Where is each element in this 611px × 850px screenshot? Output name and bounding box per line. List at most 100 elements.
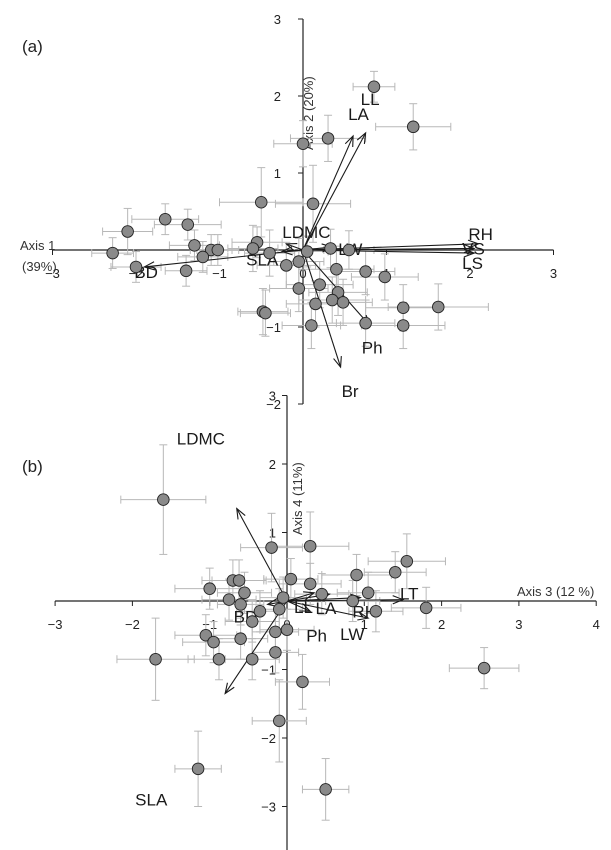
vector-label: LL (361, 90, 380, 109)
data-point (296, 137, 310, 150)
data-point (196, 250, 210, 264)
data-point (181, 218, 195, 231)
trait-vector (302, 249, 342, 369)
y-tick-label: −2 (266, 397, 281, 412)
trait-vector (142, 249, 304, 271)
data-point (179, 264, 193, 278)
data-point (157, 493, 170, 506)
vector-label: Ph (362, 338, 383, 357)
y-tick-label: 3 (269, 389, 276, 404)
data-point (319, 783, 332, 796)
data-point (211, 243, 225, 257)
data-point (234, 598, 247, 611)
x-tick-label: −2 (125, 617, 140, 632)
data-point (315, 587, 329, 601)
data-point (121, 225, 134, 238)
x-tick-label: −3 (45, 266, 60, 281)
x-tick-label: 3 (515, 617, 522, 632)
x-tick-label: 0 (299, 266, 306, 281)
vector-label: Ph (306, 626, 327, 645)
y-tick-label: 2 (269, 457, 276, 472)
data-point (300, 245, 314, 258)
data-point (246, 242, 260, 255)
x-tick-label: 1 (361, 617, 368, 632)
data-point (245, 615, 259, 628)
x-tick-label: 4 (593, 617, 600, 632)
data-point (232, 574, 246, 587)
data-point (306, 197, 320, 211)
data-point (309, 297, 322, 311)
vector-label: RH (468, 225, 493, 244)
y-tick-label: −1 (266, 320, 281, 335)
x-tick-label: −3 (48, 617, 63, 632)
vector-label: RH (352, 603, 377, 622)
y-tick-label: 3 (274, 12, 281, 27)
data-point (336, 296, 350, 309)
data-point (350, 568, 363, 582)
data-point (342, 243, 356, 257)
vector-label: SLA (135, 790, 168, 809)
data-point (238, 586, 251, 600)
data-point (253, 605, 267, 618)
data-point (273, 714, 286, 728)
vector-label: VS (462, 239, 485, 258)
vector-label: LS (462, 254, 483, 273)
data-point (406, 120, 420, 134)
data-point (265, 541, 278, 554)
trait-vector (286, 600, 370, 621)
y-axis-label: Axis 2 (20%) (301, 76, 316, 150)
data-point (292, 255, 306, 268)
trait-vector (236, 507, 288, 602)
y-tick-label: 1 (274, 166, 281, 181)
data-point (280, 623, 294, 637)
data-point (400, 555, 414, 568)
y-tick-label: −3 (261, 800, 276, 815)
data-point (149, 652, 162, 666)
y-axis-label: Axis 4 (11%) (290, 462, 305, 535)
x-tick-label: 2 (438, 617, 445, 632)
data-point (203, 582, 216, 595)
data-point (188, 239, 201, 252)
x-tick-label: 3 (550, 266, 557, 281)
data-point (396, 319, 410, 332)
x-axis-label-percent: (39%) (22, 259, 57, 274)
data-point (303, 539, 317, 553)
data-point (324, 242, 337, 255)
data-point (346, 594, 359, 608)
x-axis-label: Axis 1 (20, 238, 55, 253)
vector-label: Br (342, 382, 359, 401)
data-point (359, 265, 372, 278)
data-point (432, 300, 445, 314)
data-point (259, 306, 272, 320)
data-point (269, 625, 282, 639)
trait-vector (224, 600, 288, 695)
trait-vector (284, 242, 304, 252)
data-point (273, 602, 286, 616)
vector-label: LL (294, 598, 313, 617)
data-point (263, 246, 276, 260)
x-tick-label: −1 (212, 266, 227, 281)
data-point (191, 762, 205, 776)
data-point (477, 661, 491, 675)
data-point (378, 270, 392, 284)
data-point (419, 601, 433, 615)
data-point (280, 259, 293, 272)
panel-label: (a) (22, 37, 43, 56)
error-bar (224, 600, 280, 643)
x-tick-label: 2 (466, 266, 473, 281)
data-point (296, 675, 309, 689)
y-tick-label: 2 (274, 89, 281, 104)
data-point (330, 263, 343, 276)
data-point (276, 591, 290, 604)
data-point (361, 586, 375, 600)
data-point (222, 593, 236, 606)
data-point (245, 652, 259, 666)
trait-vector (302, 134, 354, 251)
data-point (212, 652, 226, 666)
data-point (303, 577, 317, 591)
vector-label: LW (340, 625, 364, 644)
data-point (313, 278, 326, 291)
data-point (269, 646, 282, 659)
